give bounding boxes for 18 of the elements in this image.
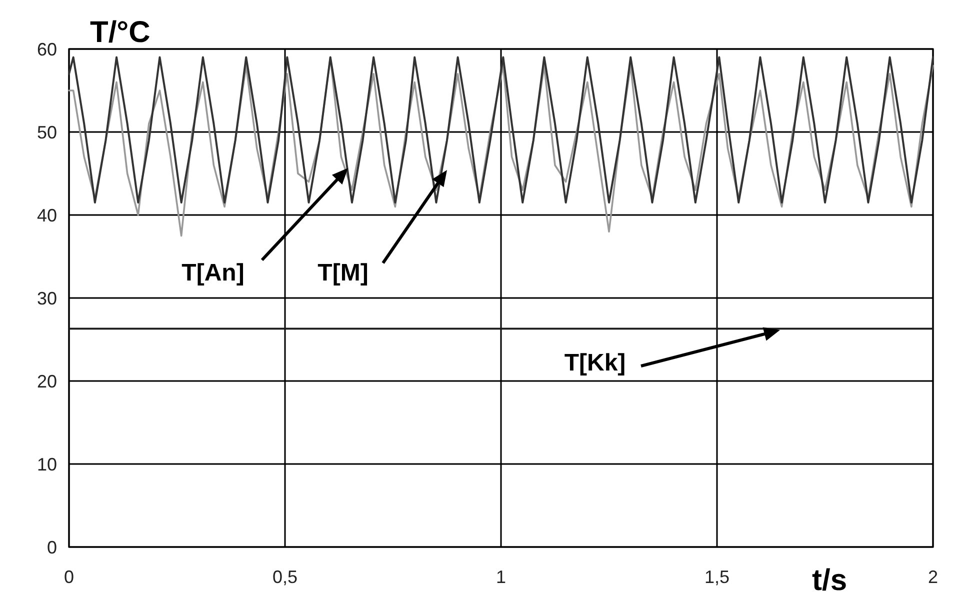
y-tick-label: 10 <box>36 454 57 474</box>
annotation: T[An] <box>182 259 244 286</box>
annotation: T[M] <box>318 259 368 286</box>
annotation: T[Kk] <box>564 349 626 376</box>
x-tick-label: 2 <box>928 567 938 587</box>
y-tick-label: 50 <box>36 122 57 142</box>
y-tick-label: 30 <box>36 288 57 308</box>
x-axis-title: t/s <box>812 564 848 597</box>
y-tick-label: 0 <box>46 537 57 558</box>
y-tick-label: 60 <box>36 39 57 60</box>
y-axis-title: T/°C <box>90 16 150 49</box>
x-tick-label: 1,5 <box>704 567 730 587</box>
y-tick-label: 40 <box>36 205 57 226</box>
x-tick-label: 0 <box>64 567 74 587</box>
line-series <box>68 56 934 204</box>
x-tick-label: 0,5 <box>272 567 298 587</box>
y-tick-label: 20 <box>36 371 57 392</box>
x-tick-label: 1 <box>496 567 506 587</box>
